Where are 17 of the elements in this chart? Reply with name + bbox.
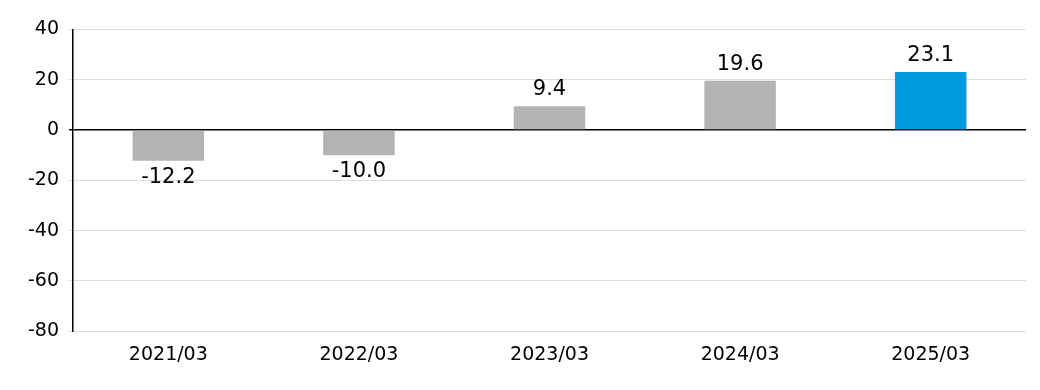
data-label: 9.4 — [532, 76, 567, 101]
data-label: 19.6 — [716, 50, 764, 75]
y-tick-label: -80 — [27, 318, 60, 341]
data-label: -12.2 — [141, 163, 196, 188]
y-tick-label: 0 — [46, 116, 60, 139]
data-label: -10.0 — [331, 158, 387, 183]
x-tick-label: 2024/03 — [700, 341, 780, 364]
x-tick-label: 2023/03 — [510, 341, 589, 364]
x-tick-label: 2021/03 — [128, 341, 208, 364]
y-tick-label: -20 — [27, 167, 60, 190]
y-tick-label: 20 — [34, 66, 60, 89]
x-tick-label: 2022/03 — [319, 341, 399, 364]
y-tick-label: -40 — [27, 217, 60, 240]
y-tick-label: 40 — [34, 16, 60, 39]
x-tick-label: 2025/03 — [891, 341, 971, 364]
y-tick-label: -60 — [27, 267, 60, 290]
data-label: 23.1 — [907, 41, 955, 66]
